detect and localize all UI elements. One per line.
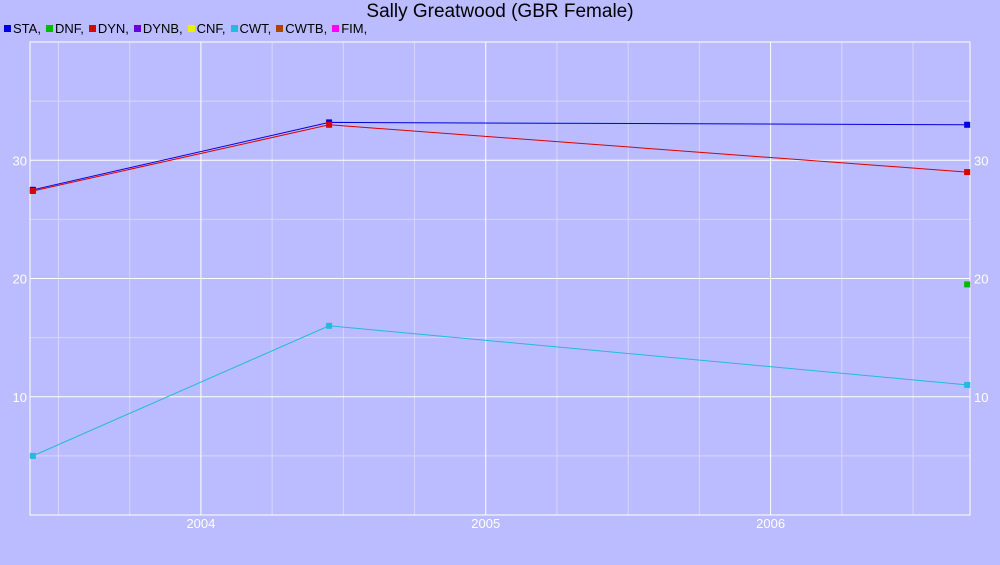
legend-label: CNF, (196, 20, 226, 36)
y-tick-label-left: 10 (13, 390, 27, 405)
y-tick-label-right: 10 (974, 390, 988, 405)
x-tick-label: 2006 (756, 516, 785, 531)
legend-swatch (230, 24, 238, 32)
data-point-dyn (29, 187, 36, 194)
data-point-cwt (326, 322, 333, 329)
legend-item-fim: FIM, (332, 21, 367, 36)
y-tick-label-left: 20 (13, 272, 27, 287)
legend-swatch (4, 24, 11, 32)
data-point-dnf (964, 281, 971, 288)
y-tick-label-left: 30 (13, 153, 27, 168)
chart-title: Sally Greatwood (GBR Female) (366, 1, 634, 22)
legend-item-dyn: DYN, (88, 20, 129, 36)
y-tick-label-right: 30 (974, 153, 988, 168)
data-point-cwt (29, 452, 36, 459)
legend-swatch (187, 24, 195, 32)
legend-item-dynb: DYNB, (133, 20, 183, 36)
data-point-dyn (326, 121, 333, 128)
plot-border (29, 41, 971, 516)
legend-item-dnf: DNF, (45, 20, 84, 36)
legend-swatch (88, 24, 96, 32)
y-tick-label-right: 20 (974, 272, 988, 287)
legend-label: DNF, (54, 20, 84, 36)
legend-swatch (45, 24, 53, 32)
data-point-sta (964, 121, 971, 128)
legend-label: FIM, (341, 20, 368, 36)
series-line-cwt (32, 325, 968, 457)
legend-label: CWT, (239, 20, 272, 36)
legend-label: STA, (13, 20, 41, 36)
legend-item-cwtb: CWTB, (276, 21, 327, 36)
legend-swatch (276, 24, 284, 32)
data-point-cwt (964, 381, 971, 388)
series-line-sta (32, 121, 968, 191)
legend-label: CWTB, (285, 20, 328, 36)
legend-item-cwt: CWT, (230, 20, 272, 36)
legend-item-cnf: CNF, (187, 20, 226, 36)
x-tick-label: 2004 (186, 516, 215, 531)
x-tick-label: 2005 (471, 516, 500, 531)
legend-label: DYN, (97, 20, 129, 36)
legend-item-sta: STA, (4, 21, 41, 36)
data-point-dyn (964, 169, 971, 176)
legend-label: DYNB, (142, 20, 183, 36)
legend: STA, DNF, DYN, DYNB, CNF, CWT, CWTB, FIM, (4, 20, 372, 36)
legend-swatch (332, 24, 340, 32)
legend-swatch (133, 24, 141, 32)
